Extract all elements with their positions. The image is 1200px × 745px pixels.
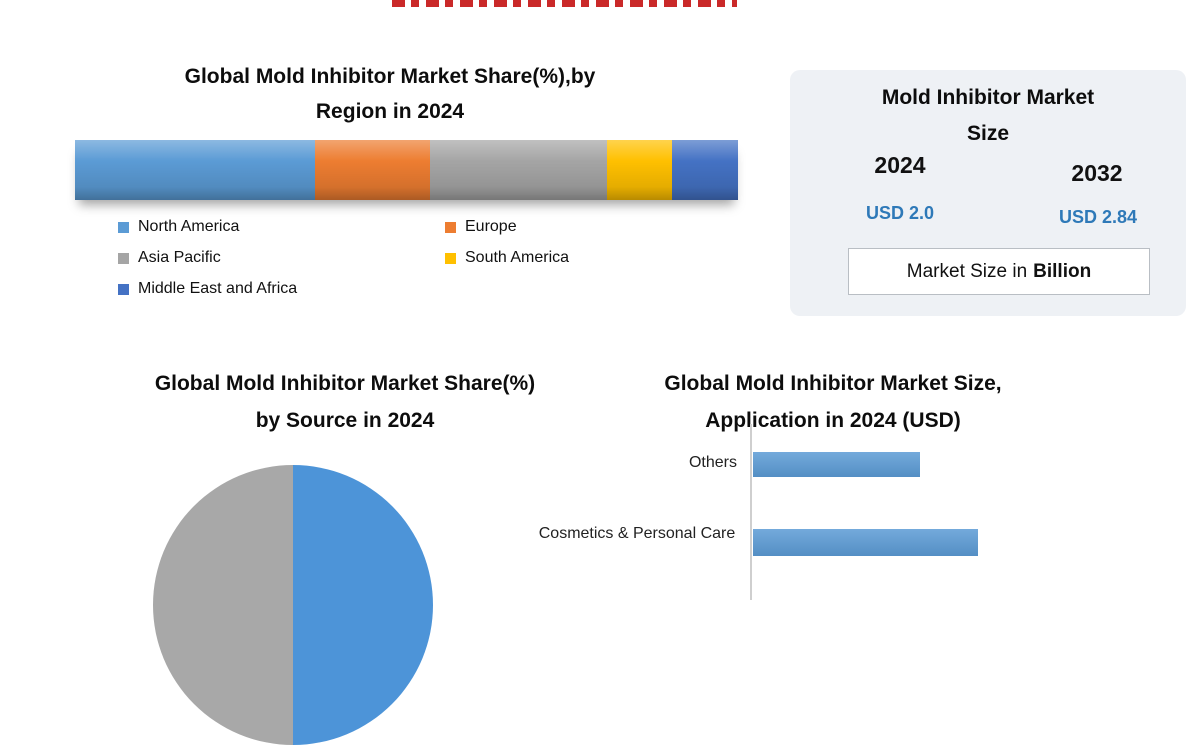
market-size-card: Mold Inhibitor Market Size 2024 2032 USD… xyxy=(790,70,1186,316)
cutoff-red-title-fragment xyxy=(392,0,737,7)
market-size-card-title-line2: Size xyxy=(966,122,1010,145)
region-chart-title-line1: Global Mold Inhibitor Market Share(%),by xyxy=(184,65,596,89)
source-chart-title-line1: Global Mold Inhibitor Market Share(%) xyxy=(154,372,536,396)
bar-segment-north-america xyxy=(75,140,315,200)
bar-label-others: Others xyxy=(688,454,737,471)
region-legend: North America Europe Asia Pacific South … xyxy=(118,216,715,300)
bar-segment-south-america xyxy=(607,140,673,200)
market-size-card-title: Mold Inhibitor Market Size xyxy=(790,80,1186,152)
application-chart-title-line1: Global Mold Inhibitor Market Size, xyxy=(664,372,1002,396)
source-chart-title: Global Mold Inhibitor Market Share(%) by… xyxy=(60,365,630,439)
application-category-axis xyxy=(750,424,752,600)
legend-label-asia-pacific: Asia Pacific xyxy=(138,249,221,266)
market-size-2024-value: USD 2.0 xyxy=(865,203,935,223)
application-chart-title-line2: Application in 2024 (USD) xyxy=(705,409,961,433)
legend-item-south-america: South America xyxy=(445,247,715,269)
legend-swatch-europe-icon xyxy=(445,221,456,233)
bar-label-cosmetics-personal-care: Cosmetics & Personal Care xyxy=(538,525,736,542)
bar-cosmetics-personal-care xyxy=(753,529,978,556)
region-stacked-bar xyxy=(75,140,738,200)
legend-item-north-america: North America xyxy=(118,216,445,238)
bar-segment-middle-east-africa xyxy=(672,140,738,200)
market-size-unit-bold: Billion xyxy=(1033,260,1092,282)
market-size-card-title-line1: Mold Inhibitor Market xyxy=(881,86,1095,109)
bar-segment-europe xyxy=(315,140,430,200)
legend-label-europe: Europe xyxy=(465,218,517,235)
bar-others xyxy=(753,452,920,477)
application-chart-title: Global Mold Inhibitor Market Size, Appli… xyxy=(618,365,1048,439)
source-pie-chart xyxy=(153,465,433,745)
region-chart-title: Global Mold Inhibitor Market Share(%),by… xyxy=(60,59,720,129)
year-2032-label: 2032 xyxy=(1071,160,1123,186)
legend-label-middle-east-africa: Middle East and Africa xyxy=(138,280,298,297)
legend-item-middle-east-africa: Middle East and Africa xyxy=(118,278,445,300)
region-chart-title-line2: Region in 2024 xyxy=(315,100,465,124)
legend-label-north-america: North America xyxy=(138,218,240,235)
legend-label-south-america: South America xyxy=(465,249,570,266)
source-chart-title-line2: by Source in 2024 xyxy=(255,409,435,433)
year-2024-label: 2024 xyxy=(874,152,926,178)
legend-swatch-asia-pacific-icon xyxy=(118,252,129,264)
legend-item-asia-pacific: Asia Pacific xyxy=(118,247,445,269)
legend-swatch-north-america-icon xyxy=(118,221,129,233)
bar-segment-asia-pacific xyxy=(429,140,608,200)
market-size-2032-value: USD 2.84 xyxy=(1058,207,1138,227)
market-size-unit-prefix: Market Size in xyxy=(906,260,1028,282)
legend-swatch-middle-east-africa-icon xyxy=(118,283,129,295)
legend-item-europe: Europe xyxy=(445,216,715,238)
market-size-unit-box: Market Size in Billion xyxy=(848,248,1150,295)
legend-swatch-south-america-icon xyxy=(445,252,456,264)
